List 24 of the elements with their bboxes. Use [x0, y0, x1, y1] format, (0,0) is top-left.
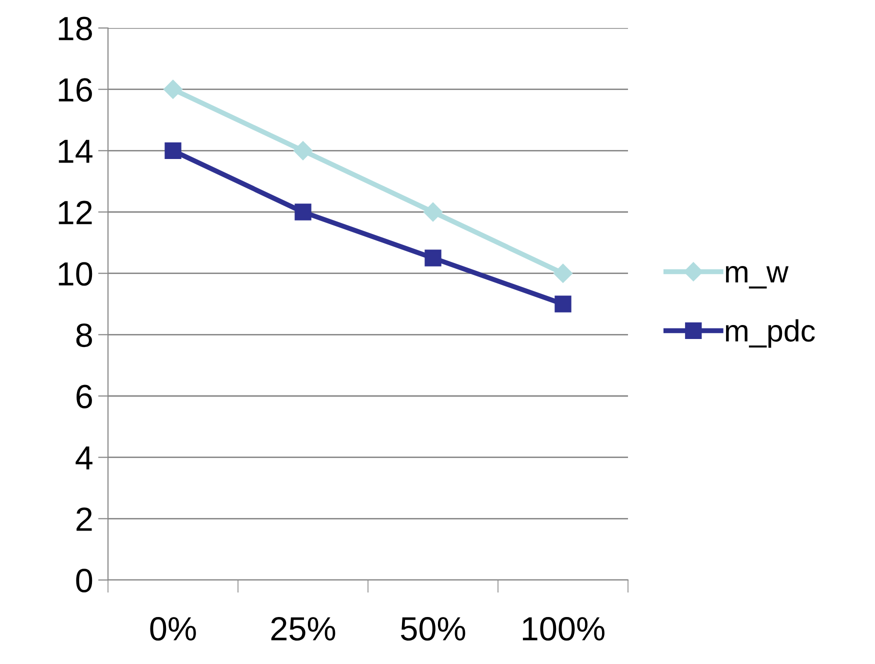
point	[164, 142, 182, 159]
y-tick-label: 2	[76, 507, 92, 531]
x-tick-label: 100%	[522, 616, 604, 641]
point	[553, 264, 573, 283]
x-tick-label: 50%	[400, 616, 466, 641]
legend-label: m_w	[726, 266, 789, 288]
y-tick-label: 8	[76, 323, 92, 348]
point	[163, 80, 183, 99]
y-tick-label: 4	[76, 446, 92, 470]
point	[554, 296, 572, 312]
y-tick-label: 6	[76, 384, 92, 408]
y-tick-label: 10	[58, 262, 92, 286]
y-tick-label: 14	[58, 140, 92, 163]
point	[423, 202, 443, 222]
point	[293, 141, 313, 160]
point	[294, 204, 312, 220]
y-tick-label: 0	[76, 568, 92, 592]
point	[424, 250, 442, 266]
y-tick-label: 12	[58, 200, 92, 224]
x-tick-label: 25%	[271, 616, 336, 641]
x-tick-label: 0%	[150, 616, 196, 641]
y-tick-label: 18	[58, 16, 92, 40]
y-tick-label: 16	[58, 78, 92, 102]
legend-label: m_pdc	[726, 319, 815, 348]
